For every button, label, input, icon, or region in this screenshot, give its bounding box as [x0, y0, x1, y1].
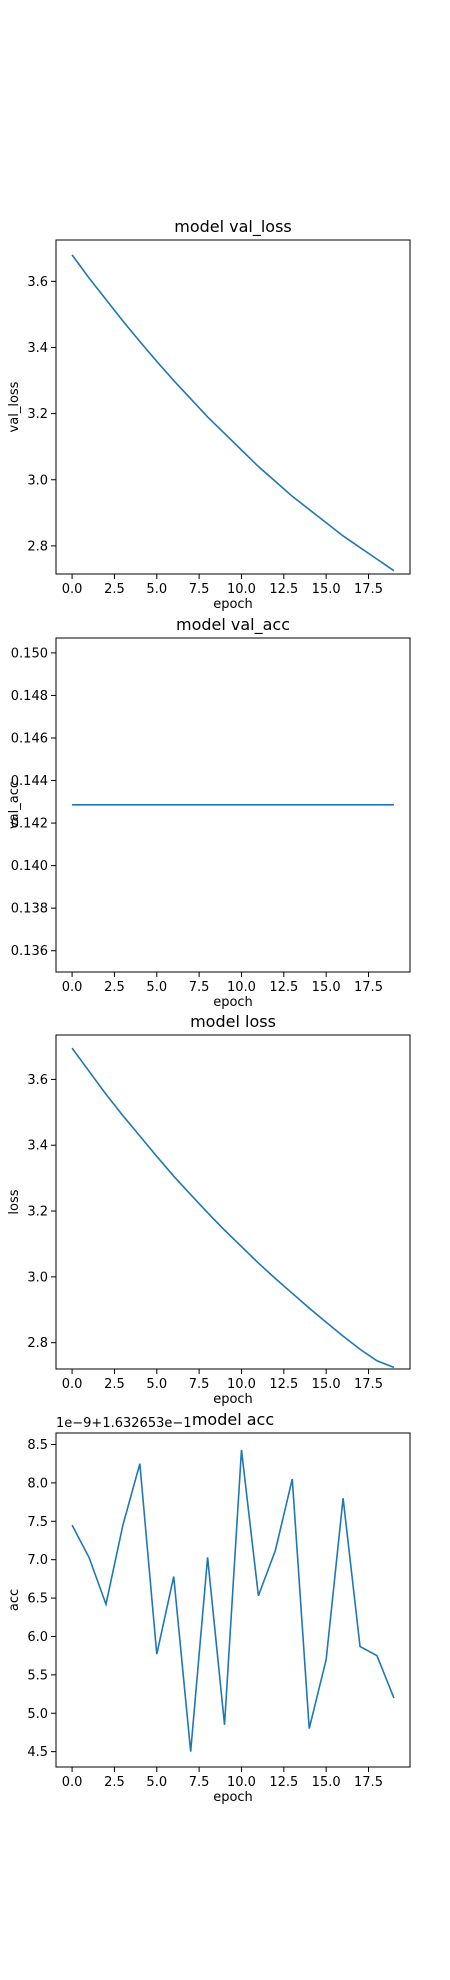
- chart-title: model acc: [192, 1410, 274, 1429]
- y-tick-label: 0.144: [11, 774, 48, 789]
- y-tick-label: 2.8: [27, 1336, 48, 1351]
- y-tick-label: 7.5: [27, 1515, 48, 1530]
- y-axis-label: val_acc: [7, 781, 22, 829]
- x-tick-label: 10.0: [227, 582, 256, 597]
- x-tick-label: 5.0: [146, 1377, 167, 1392]
- y-tick-label: 0.138: [11, 902, 48, 917]
- x-axis-label: epoch: [213, 1392, 253, 1407]
- x-tick-label: 15.0: [312, 582, 341, 597]
- y-tick-label: 4.5: [27, 1745, 48, 1760]
- x-axis-label: epoch: [213, 1790, 253, 1805]
- x-tick-label: 12.5: [269, 1377, 298, 1392]
- x-tick-label: 15.0: [312, 1377, 341, 1392]
- y-tick-label: 3.4: [27, 1139, 48, 1154]
- y-tick-label: 6.5: [27, 1592, 48, 1607]
- x-axis-label: epoch: [213, 995, 253, 1010]
- x-tick-label: 5.0: [146, 1775, 167, 1790]
- x-tick-label: 2.5: [104, 1775, 125, 1790]
- x-tick-label: 7.5: [189, 1377, 210, 1392]
- x-tick-label: 10.0: [227, 1775, 256, 1790]
- y-tick-label: 3.2: [27, 1205, 48, 1220]
- series-line-1: [71, 254, 395, 572]
- y-tick-label: 0.136: [11, 944, 48, 959]
- y-axis-label: val_loss: [7, 381, 22, 432]
- x-tick-label: 0.0: [62, 980, 83, 995]
- x-tick-label: 15.0: [312, 1775, 341, 1790]
- x-tick-label: 17.5: [354, 1775, 383, 1790]
- plot-frame: [55, 637, 411, 973]
- x-tick-label: 17.5: [354, 582, 383, 597]
- y-tick-label: 3.0: [27, 473, 48, 488]
- x-tick-label: 0.0: [62, 1377, 83, 1392]
- y-offset-label: 1e−9+1.632653e−1: [56, 1416, 192, 1431]
- y-tick-label: 6.0: [27, 1630, 48, 1645]
- x-tick-label: 0.0: [62, 582, 83, 597]
- x-tick-label: 12.5: [269, 980, 298, 995]
- y-axis-label: acc: [7, 1589, 22, 1611]
- x-tick-label: 12.5: [269, 582, 298, 597]
- y-tick-label: 8.0: [27, 1476, 48, 1491]
- plot-frame: [55, 239, 411, 575]
- x-tick-label: 5.0: [146, 980, 167, 995]
- x-tick-label: 2.5: [104, 582, 125, 597]
- y-tick-label: 0.148: [11, 689, 48, 704]
- chart-title: model val_loss: [174, 217, 292, 237]
- series-line-1: [71, 1047, 395, 1369]
- subplot-3: model loss 0.0 2.5 5.0 7.5 10.0 12.5 15.0 17.5 2.…: [7, 1012, 411, 1407]
- y-tick-label: 3.0: [27, 1270, 48, 1285]
- y-tick-label: 2.8: [27, 539, 48, 554]
- x-tick-label: 17.5: [354, 1377, 383, 1392]
- y-tick-label: 8.5: [27, 1438, 48, 1453]
- y-tick-label: 0.150: [11, 646, 48, 661]
- y-tick-label: 0.146: [11, 731, 48, 746]
- x-tick-label: 0.0: [62, 1775, 83, 1790]
- subplot-1: model val_loss 0.0 2.5 5.0 7.5 10.0 12.5 15.0 17…: [7, 217, 411, 612]
- x-tick-label: 5.0: [146, 582, 167, 597]
- y-tick-label: 3.6: [27, 275, 48, 290]
- y-tick-label: 3.6: [27, 1073, 48, 1088]
- x-tick-label: 2.5: [104, 1377, 125, 1392]
- chart-title: model loss: [190, 1012, 276, 1031]
- y-tick-label: 0.142: [11, 817, 48, 832]
- y-tick-label: 3.4: [27, 341, 48, 356]
- x-tick-label: 2.5: [104, 980, 125, 995]
- series-line-1: [71, 1449, 395, 1752]
- x-tick-label: 7.5: [189, 582, 210, 597]
- plot-frame: [55, 1034, 411, 1370]
- x-tick-label: 10.0: [227, 980, 256, 995]
- x-tick-label: 10.0: [227, 1377, 256, 1392]
- chart-title: model val_acc: [176, 615, 290, 635]
- y-axis-label: loss: [7, 1189, 22, 1214]
- subplot-2: model val_acc 0.0 2.5 5.0 7.5 10.0 12.5 15.0 17.…: [7, 615, 411, 1010]
- y-tick-label: 5.5: [27, 1668, 48, 1683]
- y-tick-label: 3.2: [27, 407, 48, 422]
- x-tick-label: 7.5: [189, 980, 210, 995]
- x-tick-label: 12.5: [269, 1775, 298, 1790]
- y-tick-label: 0.140: [11, 859, 48, 874]
- x-tick-label: 7.5: [189, 1775, 210, 1790]
- x-tick-label: 17.5: [354, 980, 383, 995]
- x-tick-label: 15.0: [312, 980, 341, 995]
- y-tick-label: 5.0: [27, 1707, 48, 1722]
- x-axis-label: epoch: [213, 597, 253, 612]
- y-tick-label: 7.0: [27, 1553, 48, 1568]
- plot-frame: [55, 1432, 411, 1768]
